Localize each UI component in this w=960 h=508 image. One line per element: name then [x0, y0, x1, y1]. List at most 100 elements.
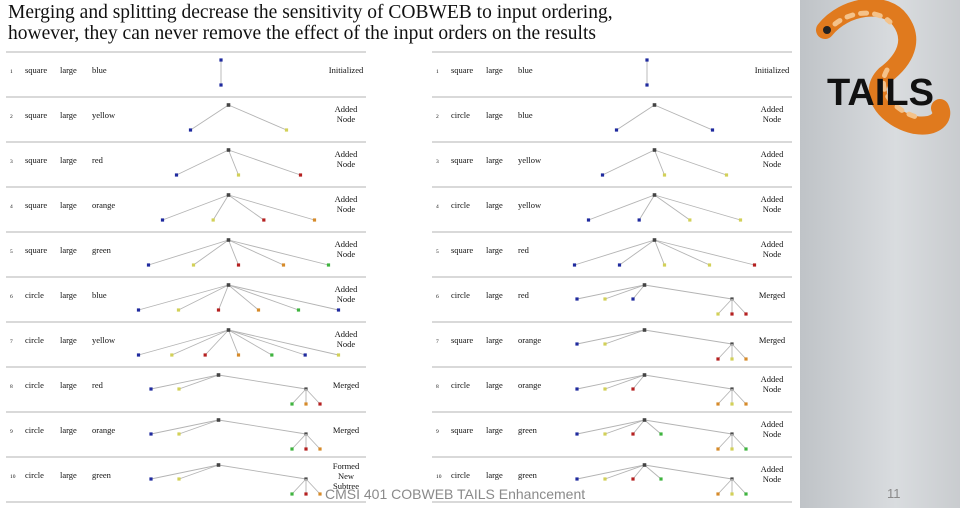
leaf-node-yellow	[170, 353, 174, 357]
size-cell: large	[486, 335, 503, 345]
color-cell: orange	[92, 425, 115, 435]
leaf-node-blue	[219, 83, 223, 87]
logo-text: TAILS	[827, 72, 934, 114]
action-label: Added	[761, 239, 784, 249]
action-label: Added	[761, 374, 784, 384]
tree-edge	[654, 149, 727, 176]
leaf-node-yellow	[191, 263, 196, 267]
leaf-node-yellow	[662, 173, 667, 177]
tree-edge	[644, 464, 733, 480]
row-number: 9	[10, 429, 13, 435]
tree-edge	[228, 329, 306, 356]
tree-edge	[644, 464, 662, 480]
row-number: 6	[436, 294, 439, 300]
size-cell: large	[60, 290, 77, 300]
tree-edge	[150, 419, 219, 435]
row-number: 8	[436, 384, 439, 390]
leaf-node-yellow	[177, 477, 181, 481]
tree-edge	[176, 149, 229, 176]
leaf-node-blue	[637, 218, 641, 222]
leaf-node-blue	[645, 58, 649, 62]
color-cell: yellow	[518, 200, 542, 210]
leaf-node-blue	[614, 128, 619, 132]
tree-edge	[171, 329, 229, 356]
tree-edge	[576, 464, 645, 480]
action-label: Added	[335, 239, 358, 249]
shape-cell: circle	[451, 200, 470, 210]
leaf-node-blue	[575, 432, 579, 436]
tree-edge	[654, 149, 665, 176]
shape-cell: square	[25, 65, 47, 75]
leaf-node-blue	[645, 83, 649, 87]
action-label: Node	[763, 204, 782, 214]
action-label: Added	[761, 419, 784, 429]
leaf-node-blue	[586, 218, 591, 222]
size-cell: large	[486, 155, 503, 165]
color-cell: blue	[92, 65, 107, 75]
shape-cell: circle	[451, 470, 470, 480]
action-label: Node	[763, 474, 782, 484]
leaf-node-red	[730, 312, 734, 316]
leaf-node-orange	[304, 402, 308, 406]
tree-edge	[193, 239, 229, 266]
leaf-node-green	[744, 492, 748, 496]
leaf-node-yellow	[688, 218, 692, 222]
leaf-node-blue	[575, 477, 579, 481]
action-label: Node	[337, 159, 356, 169]
size-cell: large	[60, 65, 77, 75]
leaf-node-green	[290, 492, 294, 496]
leaf-node-blue	[149, 432, 153, 436]
tree-edge	[228, 329, 273, 356]
action-label: New	[338, 471, 355, 481]
color-cell: blue	[518, 65, 533, 75]
slide-title: Merging and splitting decrease the sensi…	[8, 2, 798, 44]
leaf-node-blue	[336, 308, 341, 312]
row-number: 5	[10, 249, 13, 255]
leaf-node-green	[659, 477, 663, 481]
tree-edge	[178, 374, 219, 390]
tree-edge	[602, 149, 655, 176]
cobweb-tree	[614, 103, 715, 132]
leaf-node-red	[203, 353, 207, 357]
root-node	[642, 283, 647, 287]
leaf-node-red	[216, 308, 221, 312]
leaf-node-yellow	[336, 353, 341, 357]
leaf-node-yellow	[603, 477, 607, 481]
color-cell: red	[92, 380, 104, 390]
tree-edge	[731, 433, 747, 450]
leaf-node-yellow	[603, 387, 607, 391]
cobweb-tree	[136, 328, 341, 357]
shape-cell: circle	[25, 425, 44, 435]
tree-edge	[305, 478, 321, 495]
tree-edge	[228, 149, 301, 176]
leaf-node-blue	[710, 128, 715, 132]
leaf-node-blue	[149, 477, 153, 481]
size-cell: large	[60, 470, 77, 480]
row-number: 7	[10, 339, 13, 345]
leaf-node-yellow	[284, 128, 289, 132]
color-cell: red	[92, 155, 104, 165]
color-cell: orange	[518, 380, 541, 390]
tree-edge	[654, 239, 755, 266]
tree-edge	[228, 239, 239, 266]
tree-edge	[178, 284, 229, 311]
root-node	[652, 148, 657, 152]
root-node	[642, 328, 647, 332]
row-number: 4	[10, 204, 13, 210]
action-label: Added	[761, 194, 784, 204]
leaf-node-red	[752, 263, 757, 267]
row-number: 3	[10, 159, 13, 165]
tree-edge	[604, 284, 645, 300]
tree-edge	[632, 374, 645, 390]
shape-cell: square	[25, 200, 47, 210]
table-row: 8 circle large red Merged	[6, 366, 366, 406]
size-cell: large	[60, 380, 77, 390]
tree-edge	[162, 194, 229, 221]
leaf-node-blue	[600, 173, 605, 177]
size-cell: large	[60, 425, 77, 435]
leaf-node-orange	[312, 218, 317, 222]
